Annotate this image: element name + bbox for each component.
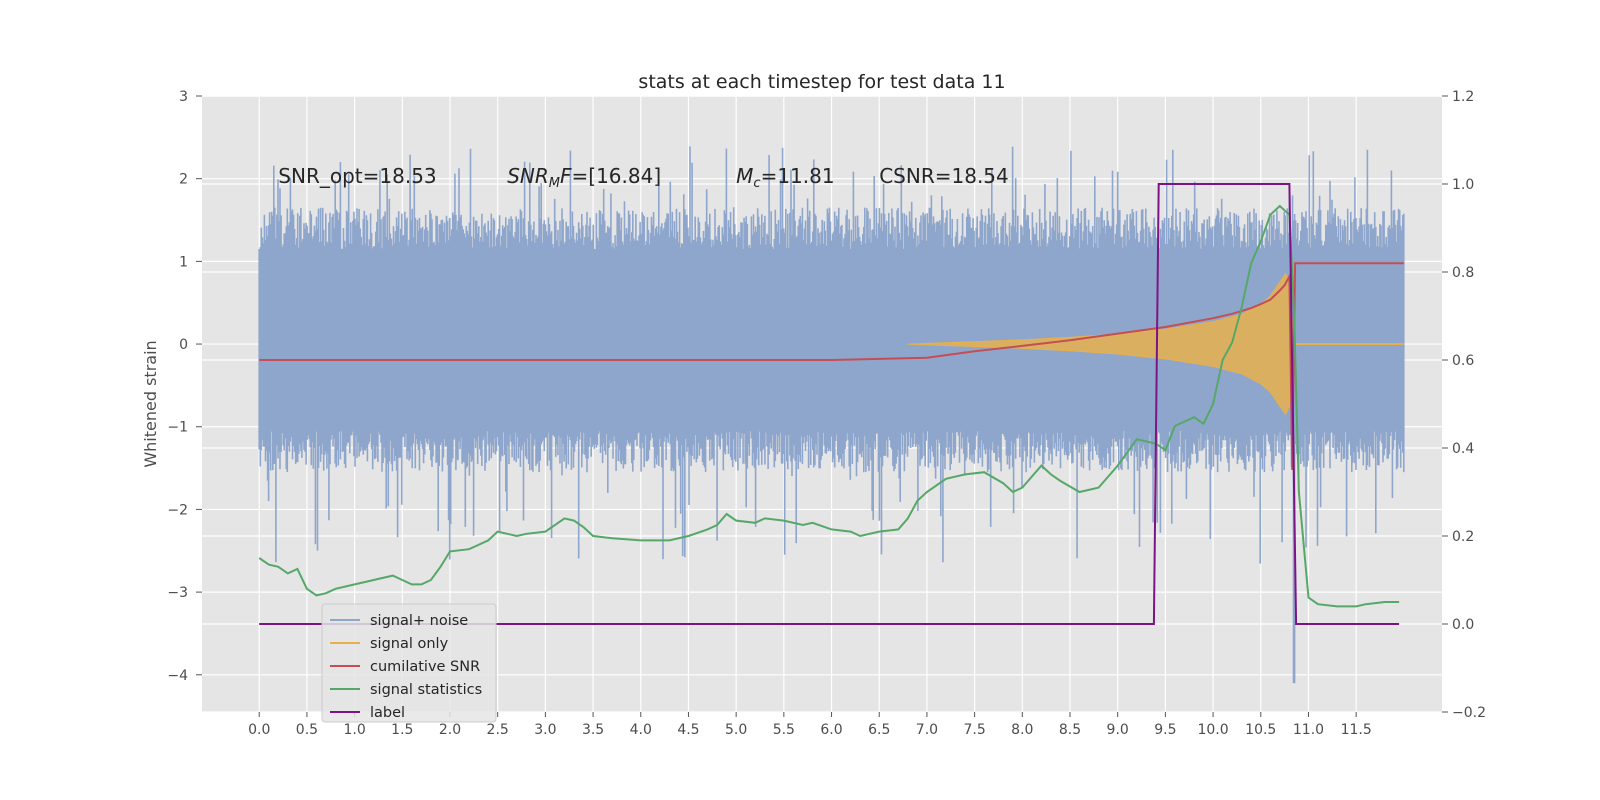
x-tick-label: 2.0 bbox=[439, 722, 461, 738]
x-tick-label: 6.0 bbox=[820, 722, 842, 738]
x-tick-label: 8.5 bbox=[1059, 722, 1081, 738]
x-tick-label: 1.0 bbox=[343, 722, 365, 738]
x-tick-label: 4.0 bbox=[630, 722, 652, 738]
x-tick-label: 10.5 bbox=[1245, 722, 1276, 738]
x-tick-label: 7.5 bbox=[963, 722, 985, 738]
annotation-subscript: c bbox=[753, 176, 760, 191]
y-tick-label: −1 bbox=[167, 420, 188, 436]
x-tick-label: 9.0 bbox=[1107, 722, 1129, 738]
x-tick-label: 1.5 bbox=[391, 722, 413, 738]
series-line-cumilative-snr bbox=[259, 262, 1404, 471]
y-tick-label: 3 bbox=[179, 89, 188, 105]
x-tick-label: 10.0 bbox=[1197, 722, 1228, 738]
series-line-signal-statistics bbox=[258, 204, 1400, 608]
y-axis-label: Whitened strain bbox=[141, 340, 160, 467]
x-tick-label: 3.5 bbox=[582, 722, 604, 738]
y-tick-label: −4 bbox=[167, 668, 188, 684]
annotation-subscript: M bbox=[549, 176, 560, 191]
axis-ticks: 0.0 0.5 1.0 1.5 2.0 2.5 3.0 3.5 4.0 4.5 5.0 5.5 6.0 6… bbox=[167, 89, 1486, 738]
line-series bbox=[258, 183, 1404, 625]
y-tick-label: 1 bbox=[179, 254, 188, 270]
x-tick-label: 7.0 bbox=[916, 722, 938, 738]
annotation-prefix: M bbox=[736, 164, 753, 188]
legend-box bbox=[321, 603, 497, 723]
x-tick-label: 6.5 bbox=[868, 722, 890, 738]
annotations: SNR_opt=18.53 SNRMF=[16.84] Mc=11.81 CSNR=1… bbox=[278, 164, 1008, 191]
annotation-text: SNR_opt=18.53 bbox=[278, 164, 436, 188]
x-tick-label: 4.5 bbox=[677, 722, 699, 738]
x-tick-label: 5.5 bbox=[773, 722, 795, 738]
annotation-suffix: =11.81 bbox=[761, 164, 835, 188]
y2-tick-label: 0.0 bbox=[1452, 617, 1474, 633]
series-line-label bbox=[259, 183, 1400, 625]
y-tick-label: 0 bbox=[179, 337, 188, 353]
annotation-suffix: F=[16.84] bbox=[560, 164, 661, 188]
y2-tick-label: 1.2 bbox=[1452, 89, 1474, 105]
y2-tick-label: 0.8 bbox=[1452, 265, 1474, 281]
annotation-prefix: CSNR=18.54 bbox=[879, 164, 1009, 188]
legend-label: label bbox=[370, 705, 405, 721]
annotation-prefix: SNR_opt=18.53 bbox=[278, 164, 436, 188]
x-tick-label: 3.0 bbox=[534, 722, 556, 738]
legend-label: signal statistics bbox=[370, 682, 482, 698]
legend-items: signal+ noise signal only cumilative SNR si… bbox=[330, 613, 482, 721]
y2-tick-label: 0.6 bbox=[1452, 353, 1474, 369]
annotation-text: Mc=11.81 bbox=[736, 164, 834, 191]
annotation-suffix-normal: =[16.84] bbox=[572, 164, 662, 188]
y2-tick-label: 0.2 bbox=[1452, 529, 1474, 545]
legend-label: cumilative SNR bbox=[370, 659, 480, 675]
legend: signal+ noise signal only cumilative SNR si… bbox=[321, 603, 497, 723]
y-tick-label: −2 bbox=[167, 502, 188, 518]
x-tick-label: 5.0 bbox=[725, 722, 747, 738]
legend-label: signal+ noise bbox=[370, 613, 468, 629]
x-tick-label: 11.0 bbox=[1293, 722, 1324, 738]
x-tick-label: 0.0 bbox=[248, 722, 270, 738]
chart-title: stats at each timestep for test data 11 bbox=[638, 71, 1005, 93]
x-tick-label: 9.5 bbox=[1154, 722, 1176, 738]
y2-tick-label: −0.2 bbox=[1452, 705, 1486, 721]
y2-tick-label: 1.0 bbox=[1452, 177, 1474, 193]
annotation-prefix: SNR bbox=[507, 164, 549, 188]
y-tick-label: −3 bbox=[167, 585, 188, 601]
annotation-suffix-italic: F bbox=[560, 164, 572, 188]
y2-tick-label: 0.4 bbox=[1452, 441, 1474, 457]
annotation-text: SNRMF=[16.84] bbox=[507, 164, 661, 191]
legend-label: signal only bbox=[370, 636, 449, 652]
annotation-text: CSNR=18.54 bbox=[879, 164, 1009, 188]
x-tick-label: 0.5 bbox=[296, 722, 318, 738]
x-tick-label: 11.5 bbox=[1341, 722, 1372, 738]
x-tick-label: 8.0 bbox=[1011, 722, 1033, 738]
y-tick-label: 2 bbox=[179, 172, 188, 188]
x-tick-label: 2.5 bbox=[487, 722, 509, 738]
